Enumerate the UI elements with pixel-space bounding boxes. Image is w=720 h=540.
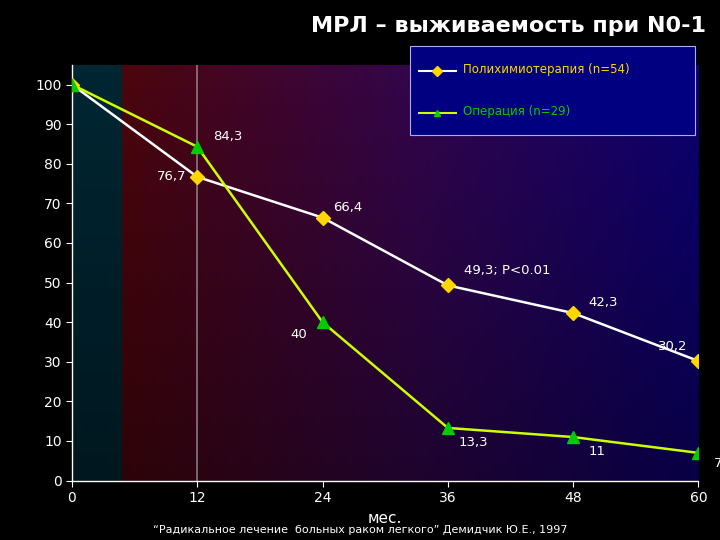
Text: 11: 11 bbox=[589, 445, 606, 458]
Text: 49,3; P<0.01: 49,3; P<0.01 bbox=[464, 265, 550, 278]
Text: 30,2: 30,2 bbox=[659, 340, 688, 353]
Text: 13,3: 13,3 bbox=[458, 436, 488, 449]
Text: 42,3: 42,3 bbox=[589, 296, 618, 309]
Text: “Радикальное лечение  больных раком легкого” Демидчик Ю.Е., 1997: “Радикальное лечение больных раком легко… bbox=[153, 524, 567, 535]
Text: 84,3: 84,3 bbox=[213, 130, 243, 143]
Text: 40: 40 bbox=[290, 328, 307, 341]
Text: МРЛ – выживаемость при N0-1: МРЛ – выживаемость при N0-1 bbox=[310, 16, 706, 36]
Text: 7: 7 bbox=[714, 457, 720, 470]
Text: Операция (n=29): Операция (n=29) bbox=[463, 105, 570, 118]
Text: 66,4: 66,4 bbox=[333, 201, 362, 214]
Text: 76,7: 76,7 bbox=[158, 170, 186, 184]
X-axis label: мес.: мес. bbox=[368, 511, 402, 525]
Text: Полихимиотерапия (n=54): Полихимиотерапия (n=54) bbox=[463, 63, 629, 76]
